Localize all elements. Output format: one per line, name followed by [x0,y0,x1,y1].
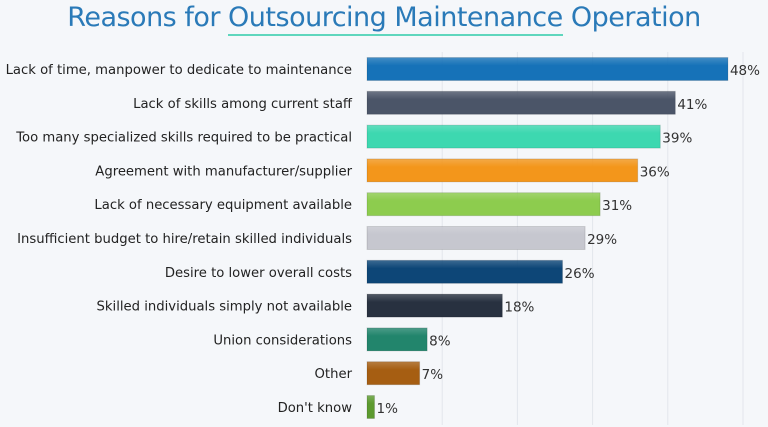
data-label: 1% [377,401,399,417]
bar [366,124,661,149]
category-label: Skilled individuals simply not available [97,300,352,315]
title-part-3: Operation [562,2,701,33]
category-label: Too many specialized skills required to … [15,131,352,146]
category-label: Lack of time, manpower to dedicate to ma… [6,63,352,78]
bar [366,361,421,386]
data-label: 31% [602,198,632,214]
bar [366,327,428,352]
bar [366,226,586,250]
bar [366,259,564,284]
category-label: Union considerations [213,333,352,348]
bar [366,57,729,81]
category-label: Lack of necessary equipment available [94,198,352,213]
data-label: 39% [662,131,692,147]
data-label: 41% [677,97,707,113]
category-label: Don't know [278,401,353,416]
chart-title: Reasons for Outsourcing Maintenance Oper… [0,2,768,36]
bar [366,395,376,419]
data-label: 7% [422,367,444,383]
bar [366,158,639,183]
data-label: 8% [429,333,451,349]
bar [366,293,503,318]
bar [366,90,676,115]
category-label: Other [315,367,353,382]
data-label: 26% [565,266,595,282]
category-label: Desire to lower overall costs [165,266,352,281]
data-label: 18% [504,300,534,316]
data-label: 29% [587,232,617,248]
data-label: 36% [640,164,670,180]
bar [366,192,601,217]
category-label: Agreement with manufacturer/supplier [95,164,352,179]
category-label: Lack of skills among current staff [133,97,353,112]
category-label: Insufficient budget to hire/retain skill… [17,232,352,247]
title-part-1: Reasons for [67,2,229,33]
data-label: 48% [730,63,760,79]
title-part-2-underlined: Outsourcing Maintenance [228,2,563,36]
